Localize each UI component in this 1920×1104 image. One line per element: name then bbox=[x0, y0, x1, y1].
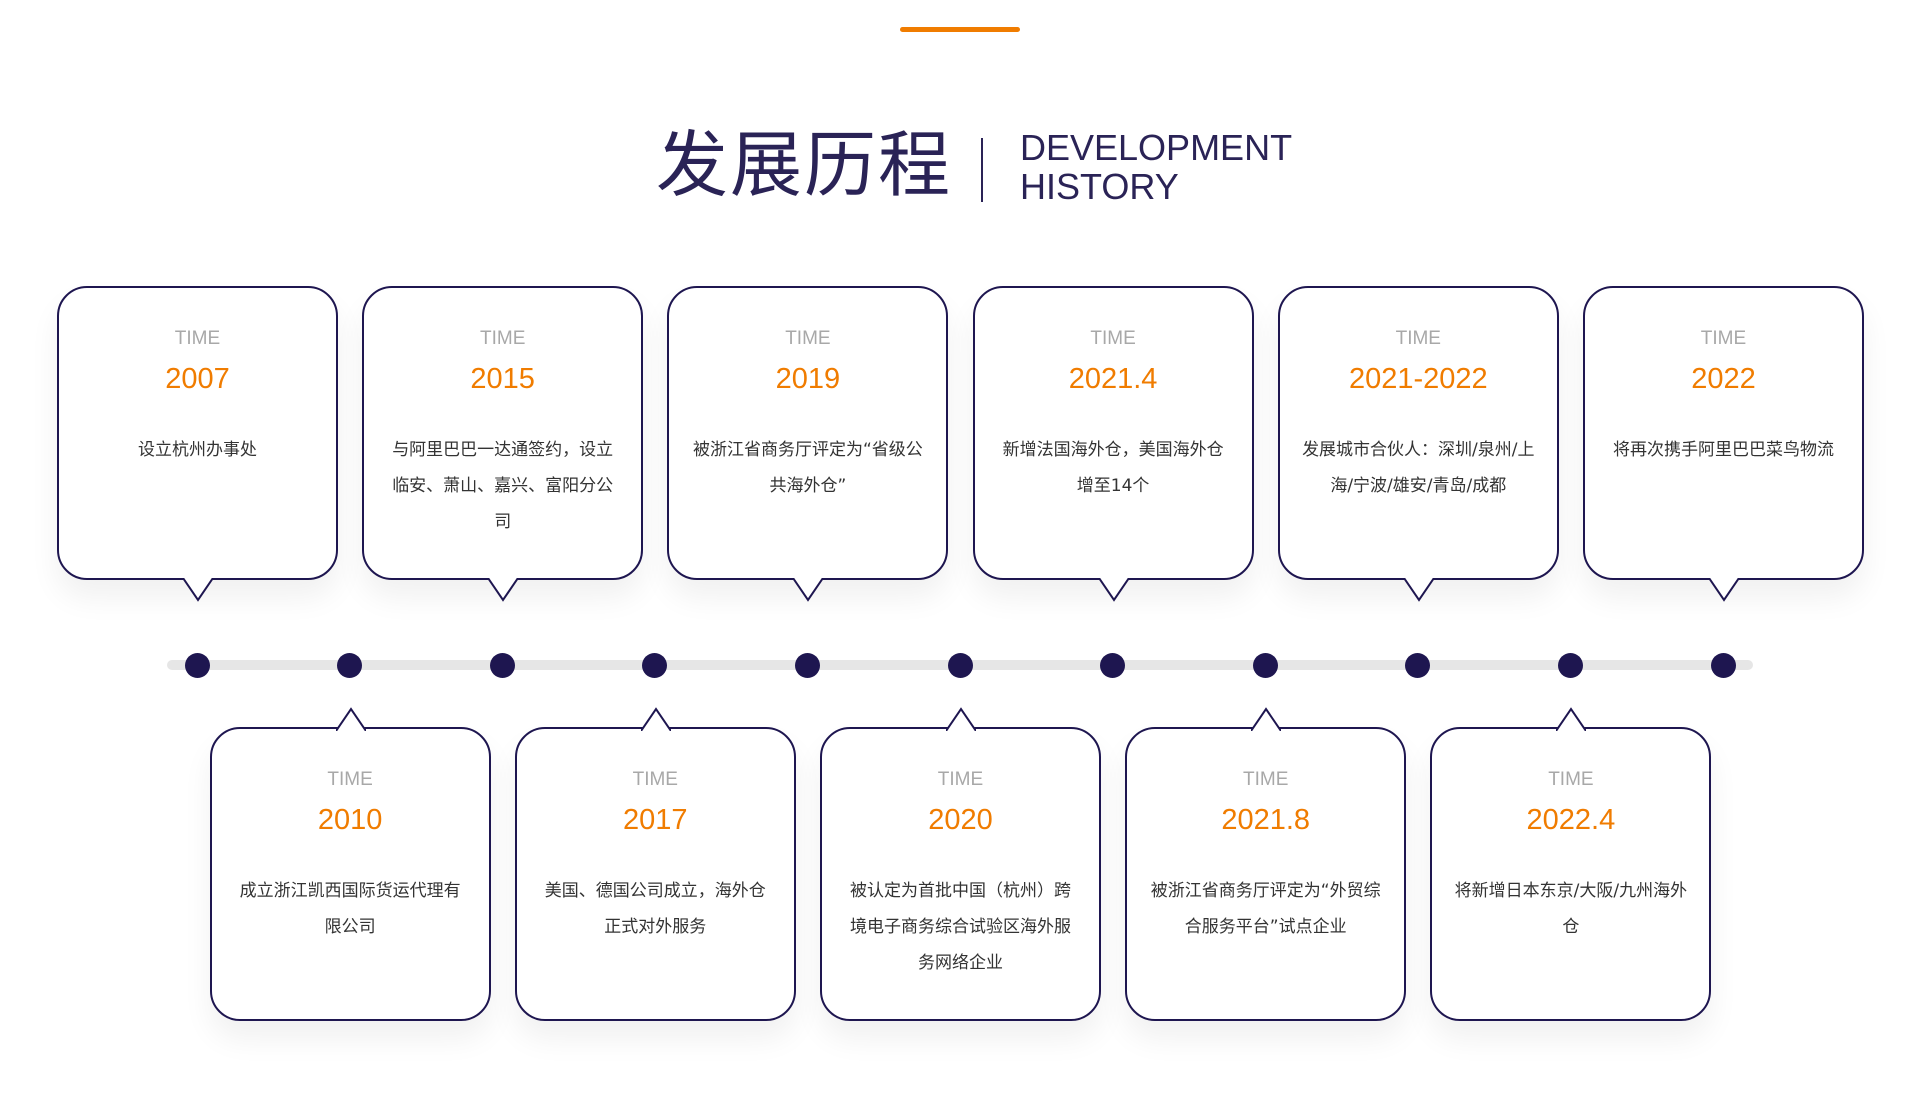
event-description: 被认定为首批中国（杭州）跨境电子商务综合试验区海外服务网络企业 bbox=[850, 881, 1071, 973]
time-label: TIME bbox=[479, 328, 526, 349]
callout-tail bbox=[793, 578, 824, 602]
timeline-dot bbox=[1100, 653, 1126, 678]
subtitle-line-2: HISTORY bbox=[1020, 166, 1179, 207]
event-description: 将新增日本东京/大阪/九州海外仓 bbox=[1454, 881, 1688, 937]
event-card: TIME 2021.8 被浙江省商务厅评定为“外贸综合服务平台”试点企业 bbox=[1125, 707, 1407, 1021]
event-card: TIME 2019 被浙江省商务厅评定为“省级公共海外仓” bbox=[667, 286, 949, 602]
event-year: 2007 bbox=[165, 363, 230, 395]
event-year: 2021.8 bbox=[1221, 804, 1311, 836]
timeline-dot bbox=[1710, 653, 1736, 678]
event-description: 美国、德国公司成立，海外仓正式对外服务 bbox=[544, 881, 766, 937]
event-year: 2010 bbox=[317, 804, 383, 836]
callout-tail bbox=[1709, 578, 1739, 602]
callout-tail bbox=[1251, 707, 1282, 731]
time-label: TIME bbox=[937, 769, 984, 790]
callout-tail bbox=[488, 578, 519, 602]
event-card: TIME 2021-2022 发展城市合伙人：深圳/泉州/上海/宁波/雄安/青岛/成… bbox=[1277, 286, 1559, 602]
timeline-dot bbox=[1557, 653, 1583, 678]
time-label: TIME bbox=[174, 328, 221, 349]
timeline-dot bbox=[184, 653, 210, 678]
event-year: 2019 bbox=[775, 363, 841, 395]
callout-tail bbox=[946, 707, 976, 731]
callout-tail bbox=[1403, 578, 1434, 602]
accent-bar bbox=[900, 27, 1020, 32]
timeline-dot bbox=[794, 653, 820, 678]
event-year: 2021-2022 bbox=[1348, 363, 1488, 395]
event-year: 2021.4 bbox=[1068, 363, 1158, 395]
timeline-dot bbox=[337, 653, 363, 678]
event-card: TIME 2022 将再次携手阿里巴巴菜鸟物流 bbox=[1583, 286, 1864, 602]
event-year: 2015 bbox=[470, 363, 535, 395]
event-year: 2020 bbox=[928, 804, 993, 836]
callout-tail bbox=[183, 578, 213, 602]
timeline-dot bbox=[947, 653, 973, 678]
event-description: 新增法国海外仓，美国海外仓增至14个 bbox=[1002, 440, 1224, 496]
page-title: 发展历程 bbox=[656, 123, 953, 207]
event-card: TIME 2007 设立杭州办事处 bbox=[57, 286, 338, 602]
title-divider bbox=[981, 138, 983, 202]
event-year: 2022 bbox=[1691, 363, 1756, 395]
timeline-dot bbox=[1252, 653, 1278, 678]
time-label: TIME bbox=[1548, 769, 1594, 790]
callout-tail bbox=[1556, 707, 1587, 731]
event-description: 发展城市合伙人：深圳/泉州/上海/宁波/雄安/青岛/成都 bbox=[1302, 440, 1535, 496]
callout-tail bbox=[1098, 578, 1129, 602]
event-card: TIME 2010 成立浙江凯西国际货运代理有限公司 bbox=[209, 707, 491, 1021]
event-description: 被浙江省商务厅评定为“外贸综合服务平台”试点企业 bbox=[1150, 881, 1381, 937]
event-year: 2017 bbox=[623, 804, 688, 836]
time-label: TIME bbox=[1700, 328, 1747, 349]
event-description: 被浙江省商务厅评定为“省级公共海外仓” bbox=[692, 440, 923, 496]
time-label: TIME bbox=[632, 769, 678, 790]
time-label: TIME bbox=[1242, 769, 1289, 790]
timeline-dot bbox=[642, 653, 668, 678]
event-description: 与阿里巴巴一达通签约，设立临安、萧山、嘉兴、富阳分公司 bbox=[392, 440, 614, 532]
time-label: TIME bbox=[1090, 328, 1136, 349]
time-label: TIME bbox=[785, 328, 831, 349]
event-card: TIME 2021.4 新增法国海外仓，美国海外仓增至14个 bbox=[972, 286, 1254, 602]
event-description: 将再次携手阿里巴巴菜鸟物流 bbox=[1613, 440, 1834, 460]
event-description: 设立杭州办事处 bbox=[138, 440, 257, 460]
subtitle-line-1: DEVELOPMENT bbox=[1020, 127, 1293, 168]
timeline-dot bbox=[489, 653, 515, 678]
callout-tail bbox=[335, 707, 366, 731]
time-label: TIME bbox=[327, 769, 373, 790]
event-year: 2022.4 bbox=[1526, 804, 1616, 836]
event-description: 成立浙江凯西国际货运代理有限公司 bbox=[239, 881, 461, 937]
event-card: TIME 2020 被认定为首批中国（杭州）跨境电子商务综合试验区海外服务网络企业 bbox=[820, 707, 1101, 1021]
timeline-dot bbox=[1405, 653, 1431, 678]
time-label: TIME bbox=[1395, 328, 1441, 349]
event-card: TIME 2017 美国、德国公司成立，海外仓正式对外服务 bbox=[514, 707, 796, 1021]
event-card: TIME 2015 与阿里巴巴一达通签约，设立临安、萧山、嘉兴、富阳分公司 bbox=[362, 286, 644, 602]
page-subtitle: DEVELOPMENT HISTORY bbox=[1020, 128, 1292, 206]
callout-tail bbox=[640, 707, 671, 731]
event-card: TIME 2022.4 将新增日本东京/大阪/九州海外仓 bbox=[1430, 707, 1712, 1021]
